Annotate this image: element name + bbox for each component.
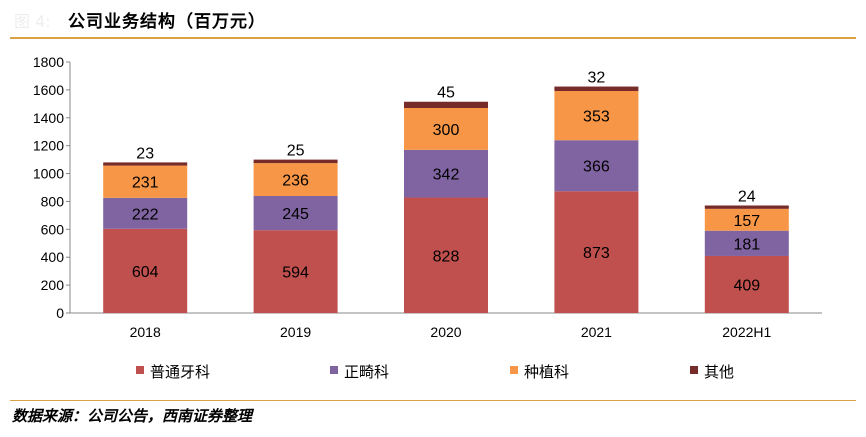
x-tick-label: 2019 (280, 324, 311, 340)
bar-segment (253, 159, 338, 164)
bar-segment (103, 162, 188, 166)
bar-segment (704, 205, 789, 209)
y-tick-label: 200 (41, 277, 65, 293)
bar-segment (103, 228, 188, 313)
legend-label: 普通牙科 (150, 363, 210, 381)
legend-swatch (510, 366, 518, 374)
bar-segment (404, 101, 488, 109)
data-label: 24 (738, 188, 756, 205)
source-note: 数据来源：公司公告，西南证券整理 (12, 407, 253, 425)
top-divider (10, 37, 856, 39)
legend-swatch (136, 366, 144, 374)
y-tick-label: 1200 (33, 138, 64, 154)
legend-label: 正畸科 (344, 363, 389, 381)
data-label: 873 (583, 245, 610, 262)
bar-segment (103, 165, 188, 198)
data-label: 181 (733, 236, 760, 253)
legend-swatch (330, 366, 338, 374)
data-label: 342 (433, 167, 460, 184)
figure-label: 图 4: (14, 12, 51, 31)
legend-swatch (690, 366, 698, 374)
data-label: 157 (733, 213, 760, 230)
data-label: 231 (132, 175, 159, 192)
y-tick-label: 1800 (33, 54, 64, 70)
data-label: 300 (433, 122, 460, 139)
bar-segment (554, 91, 639, 141)
data-label: 409 (733, 277, 760, 294)
x-tick-label: 2021 (581, 324, 612, 340)
data-label: 25 (287, 143, 305, 160)
bar-segment (704, 208, 789, 231)
data-label: 594 (282, 265, 309, 282)
data-label: 604 (132, 264, 159, 281)
bar-segment (253, 196, 338, 231)
chart-title: 公司业务结构（百万元） (68, 12, 266, 32)
stacked-bar-chart: 0 200 400 600 800 1000 1200 1400 1600 1800 2018 604… (33, 54, 822, 381)
data-label: 236 (282, 173, 309, 190)
data-label: 366 (583, 159, 610, 176)
y-tick-label: 400 (41, 249, 65, 265)
y-tick-label: 1000 (33, 166, 64, 182)
data-label: 245 (282, 206, 309, 223)
data-label: 32 (588, 70, 606, 87)
y-tick-label: 600 (41, 221, 65, 237)
x-tick-label: 2018 (130, 324, 161, 340)
bar-segment (704, 230, 789, 256)
bar-segment (253, 163, 338, 197)
y-tick-label: 1600 (33, 82, 64, 98)
bar-segment (404, 149, 488, 198)
legend-label: 种植科 (524, 363, 569, 381)
y-tick-label: 800 (41, 193, 65, 209)
bar-segment (554, 191, 639, 313)
data-label: 828 (433, 248, 460, 265)
bar-segment (554, 86, 639, 92)
x-tick-label: 2022H1 (722, 324, 771, 340)
bar-segment (704, 255, 789, 313)
y-tick-label: 0 (56, 305, 64, 321)
legend-label: 其他 (704, 363, 734, 381)
x-tick-label: 2020 (430, 324, 461, 340)
bar-segment (404, 108, 488, 150)
data-label: 222 (132, 206, 159, 223)
bar-segment (554, 140, 639, 192)
bar-segment (253, 230, 338, 313)
bottom-divider (10, 400, 856, 401)
data-label: 23 (136, 145, 154, 162)
data-label: 353 (583, 109, 610, 126)
data-label: 45 (437, 85, 455, 102)
bar-segment (103, 197, 188, 229)
y-tick-label: 1400 (33, 110, 64, 126)
bar-segment (404, 197, 488, 313)
